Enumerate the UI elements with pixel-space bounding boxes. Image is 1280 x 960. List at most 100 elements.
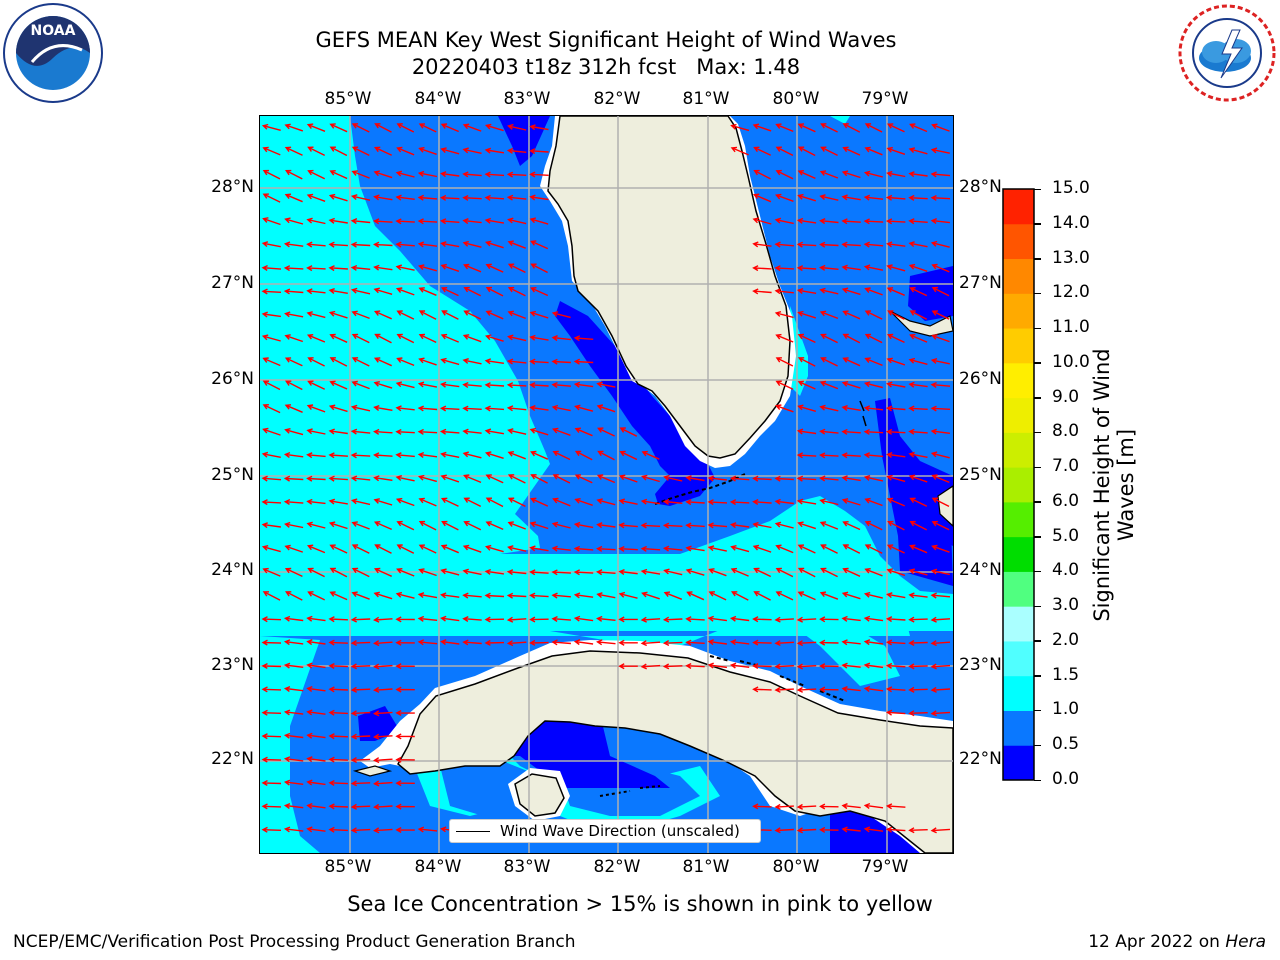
wind-wave-arrow [506,592,527,599]
wind-wave-arrow [306,241,326,248]
wind-wave-arrow [395,591,415,599]
wind-wave-arrow [886,170,906,178]
wind-wave-arrow [507,474,526,484]
wind-wave-arrow [506,171,527,178]
wind-wave-arrow [931,334,950,343]
wind-wave-arrow [284,357,303,367]
wind-wave-arrow [283,826,304,833]
wind-wave-arrow [864,287,883,296]
wind-wave-arrow [373,405,393,411]
wind-wave-arrow [283,709,304,716]
wind-wave-arrow [417,592,438,599]
wind-wave-arrow [908,194,928,201]
wind-wave-arrow [328,733,348,740]
wind-wave-arrow [663,568,683,576]
wind-wave-arrow [863,218,884,225]
wind-wave-arrow [841,428,861,435]
wind-wave-arrow [306,615,326,622]
wind-wave-arrow [819,241,839,248]
colorbar-tick-label: 1.5 [1052,664,1080,685]
wind-wave-arrow [864,497,883,507]
wind-wave-arrow [662,498,683,505]
wind-wave-arrow [373,357,392,367]
wind-wave-arrow [775,333,794,343]
footer-organization: NCEP/EMC/Verification Post Processing Pr… [13,932,576,952]
wind-wave-arrow [707,662,727,669]
wind-wave-arrow [841,803,861,810]
wind-wave-arrow [530,474,548,484]
wind-wave-arrow [306,311,326,319]
wind-wave-arrow [328,241,348,248]
wind-wave-arrow [841,170,861,179]
wind-wave-arrow [819,826,839,833]
wind-wave-arrow [930,171,951,178]
wind-wave-arrow [395,826,415,834]
colorbar-tick-mark [1034,501,1041,503]
wind-wave-arrow [529,217,549,225]
wind-wave-arrow [775,591,794,601]
wind-wave-arrow [887,520,905,531]
wind-wave-arrow [306,428,326,435]
wind-wave-arrow [283,498,304,505]
wind-wave-arrow [885,803,906,810]
colorbar-tick-label: 4.0 [1052,560,1080,581]
wind-wave-arrow [440,333,459,343]
wind-wave-arrow [373,710,393,717]
wind-wave-arrow [596,592,616,599]
legend-label: Wind Wave Direction (unscaled) [500,822,740,840]
wind-wave-arrow [573,615,594,622]
wind-wave-arrow [574,404,594,412]
wind-wave-arrow [485,310,504,320]
wind-wave-arrow [395,218,415,225]
wind-wave-arrow [886,592,906,599]
wind-wave-arrow [752,662,772,670]
wind-wave-arrow [774,311,794,319]
wind-wave-arrow [350,686,371,693]
wind-wave-arrow [306,639,326,646]
wind-wave-arrow [796,663,817,670]
wind-wave-arrow [530,497,549,507]
wind-wave-arrow [685,639,705,646]
wind-wave-arrow [373,498,393,506]
wind-wave-arrow [662,663,683,670]
wind-wave-arrow [885,194,906,201]
colorbar-tick-mark [1034,431,1041,434]
wind-wave-arrow [329,380,348,390]
wind-wave-arrow [351,591,370,600]
wind-wave-arrow [506,569,527,576]
wind-wave-arrow [640,568,661,575]
wind-wave-arrow [819,639,839,646]
wind-wave-arrow [507,240,526,249]
wind-wave-arrow [373,567,392,577]
wind-wave-arrow [596,404,616,413]
wind-wave-arrow [462,171,482,178]
wind-wave-arrow [350,475,371,482]
wind-wave-arrow [462,381,482,388]
wind-wave-arrow [373,616,393,623]
lon-label-bottom: 80°W [772,857,820,877]
wind-wave-arrow [328,498,348,505]
colorbar-cell [1003,501,1034,538]
wind-wave-arrow [886,333,905,344]
wind-wave-arrow [707,639,727,646]
wind-wave-arrow [775,544,794,554]
wind-wave-arrow [596,615,616,622]
wind-wave-arrow [930,686,951,693]
wind-wave-arrow [908,241,928,248]
wind-wave-arrow [775,357,794,367]
colorbar-tick-label: 6.0 [1052,490,1080,511]
wind-wave-arrow [841,639,861,646]
wind-wave-arrow [463,286,482,297]
wind-wave-arrow [551,569,571,576]
wind-wave-arrow [373,381,393,389]
wind-wave-arrow [507,545,527,552]
wind-wave-arrow [529,382,549,389]
wind-wave-arrow [730,567,749,577]
wind-wave-arrow [752,475,772,482]
wind-wave-arrow [775,404,794,413]
wind-wave-arrow [841,218,861,225]
wind-wave-arrow [774,288,794,295]
wind-wave-arrow [395,616,415,623]
chart-subtitle: 20220403 t18z 312h fcst Max: 1.48 [411,55,801,79]
wind-wave-arrow [351,567,370,578]
